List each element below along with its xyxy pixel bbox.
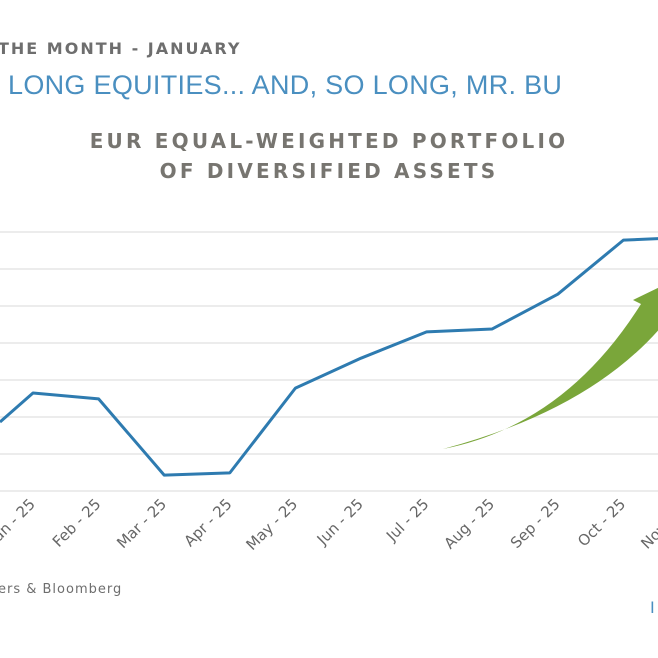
- x-tick-label: Jun - 25: [313, 495, 367, 549]
- x-tick-label: Feb - 25: [49, 495, 105, 551]
- x-tick-label: Apr - 25: [180, 495, 235, 550]
- x-tick-label: Oct - 25: [574, 495, 629, 550]
- source-note: ers & Bloomberg: [0, 582, 123, 597]
- x-tick-label: May - 25: [243, 495, 302, 554]
- headline: LONG EQUITIES... AND, SO LONG, MR. BU: [8, 70, 563, 100]
- x-tick-label: Jan - 25: [0, 495, 39, 549]
- chart-title-line-1: EUR EQUAL-WEIGHTED PORTFOLIO: [89, 129, 569, 153]
- x-tick-label: Sep - 25: [507, 495, 564, 552]
- x-tick-label: Aug - 25: [441, 495, 499, 553]
- chart-title-line-2: OF DIVERSIFIED ASSETS: [159, 159, 499, 183]
- series-line: [0, 237, 658, 477]
- x-tick-label: Nov - 25: [637, 495, 658, 552]
- x-tick-label: Mar - 25: [113, 495, 170, 552]
- trend-arrow-icon: [443, 287, 658, 449]
- section-kicker: THE MONTH - JANUARY: [0, 39, 242, 58]
- x-tick-label: Jul - 25: [382, 495, 432, 545]
- page-mark: I: [650, 598, 655, 617]
